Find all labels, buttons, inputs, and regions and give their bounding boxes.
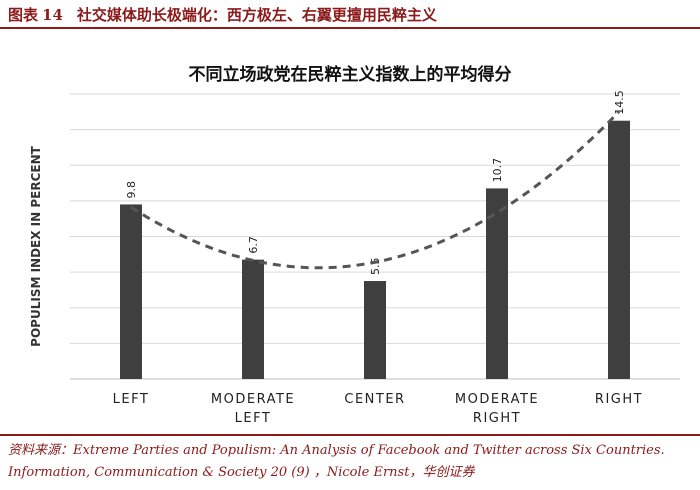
y-axis-label: POPULISM INDEX IN PERCENT (29, 145, 43, 346)
source-line-2: Information, Communication & Society 20 … (8, 465, 475, 480)
bar (364, 281, 386, 379)
chart-title: 不同立场政党在民粹主义指数上的平均得分 (188, 65, 512, 85)
category-label: CENTER (344, 392, 405, 407)
bar (608, 120, 630, 379)
figure-number: 14 (42, 6, 63, 24)
figure-label: 图表 (8, 6, 39, 24)
bar (120, 204, 142, 379)
chart-container: 不同立场政党在民粹主义指数上的平均得分 POPULISM INDEX IN PE… (0, 32, 700, 432)
trendline (130, 110, 621, 270)
figure-title: 图表 14 社交媒体助长极端化：西方极左、右翼更擅用民粹主义 (8, 4, 437, 25)
data-label: 14.5 (613, 90, 626, 115)
category-label: RIGHT (473, 411, 521, 426)
data-label: 9.8 (125, 181, 138, 199)
category-label: MODERATE (455, 392, 539, 407)
category-label: LEFT (235, 411, 272, 426)
bottom-rule (0, 434, 700, 436)
data-label: 10.7 (491, 158, 504, 183)
category-label: MODERATE (211, 392, 295, 407)
bar (486, 188, 508, 379)
category-label: RIGHT (595, 392, 643, 407)
data-label: 5.5 (369, 258, 382, 276)
category-label: LEFT (113, 392, 150, 407)
figure-caption: 社交媒体助长极端化：西方极左、右翼更擅用民粹主义 (76, 6, 437, 24)
data-label: 6.7 (247, 236, 260, 254)
bar-chart: POPULISM INDEX IN PERCENT 9.8 LEFT 6.7 MODER… (29, 90, 680, 426)
source-line-1: 资料来源：Extreme Parties and Populism: An An… (8, 443, 665, 458)
bar (242, 259, 264, 379)
source-note: 资料来源：Extreme Parties and Populism: An An… (8, 440, 698, 484)
top-rule (0, 27, 700, 29)
